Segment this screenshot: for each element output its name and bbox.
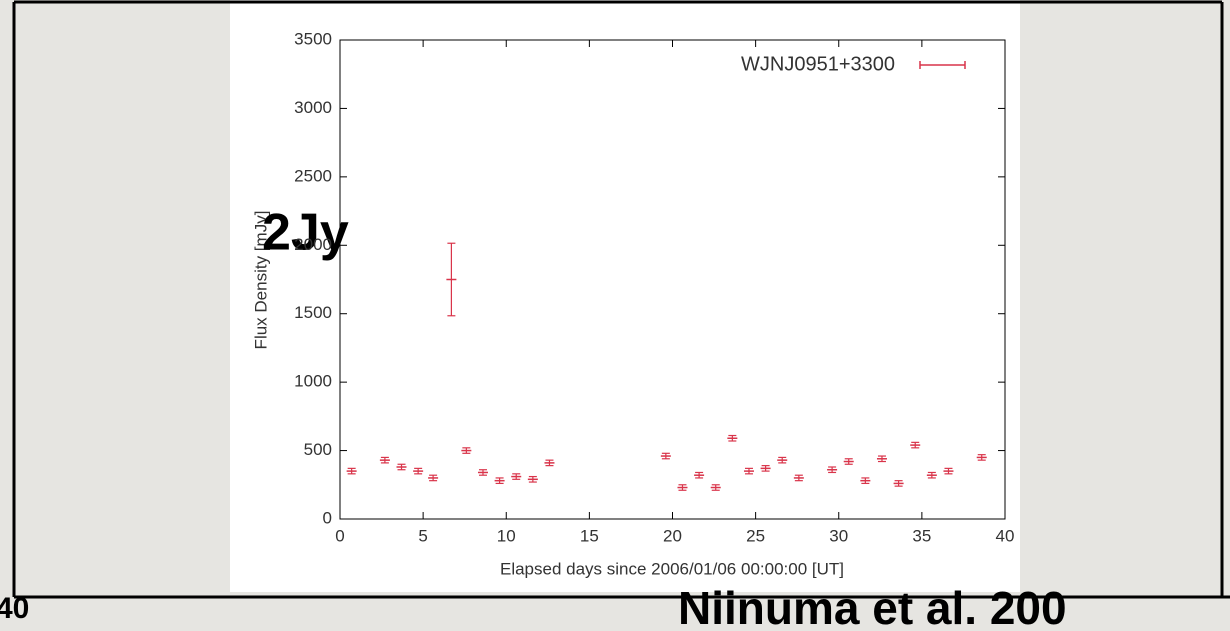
- y-tick-label: 0: [323, 508, 332, 527]
- y-tick-label: 3000: [294, 98, 332, 117]
- y-tick-label: 1000: [294, 372, 332, 391]
- x-tick-label: 10: [497, 526, 516, 545]
- y-tick-label: 500: [304, 440, 332, 459]
- citation: Niinuma et al. 200: [678, 582, 1067, 631]
- x-tick-label: 35: [912, 526, 931, 545]
- x-tick-label: 30: [829, 526, 848, 545]
- y-tick-label: 2000: [294, 235, 332, 254]
- x-tick-label: 0: [335, 526, 344, 545]
- annotation: 2Jy: [262, 204, 349, 262]
- slide-number: 40: [0, 592, 29, 625]
- y-tick-label: 2500: [294, 166, 332, 185]
- x-tick-label: 20: [663, 526, 682, 545]
- chart-panel: [230, 0, 1020, 592]
- x-tick-label: 5: [418, 526, 427, 545]
- x-axis-label: Elapsed days since 2006/01/06 00:00:00 […: [500, 559, 844, 578]
- y-axis-label: Flux Density [mJy]: [251, 211, 270, 350]
- x-tick-label: 15: [580, 526, 599, 545]
- legend-label: WJNJ0951+3300: [741, 53, 895, 75]
- y-tick-label: 3500: [294, 29, 332, 48]
- y-tick-label: 1500: [294, 303, 332, 322]
- x-tick-label: 40: [996, 526, 1015, 545]
- x-tick-label: 25: [746, 526, 765, 545]
